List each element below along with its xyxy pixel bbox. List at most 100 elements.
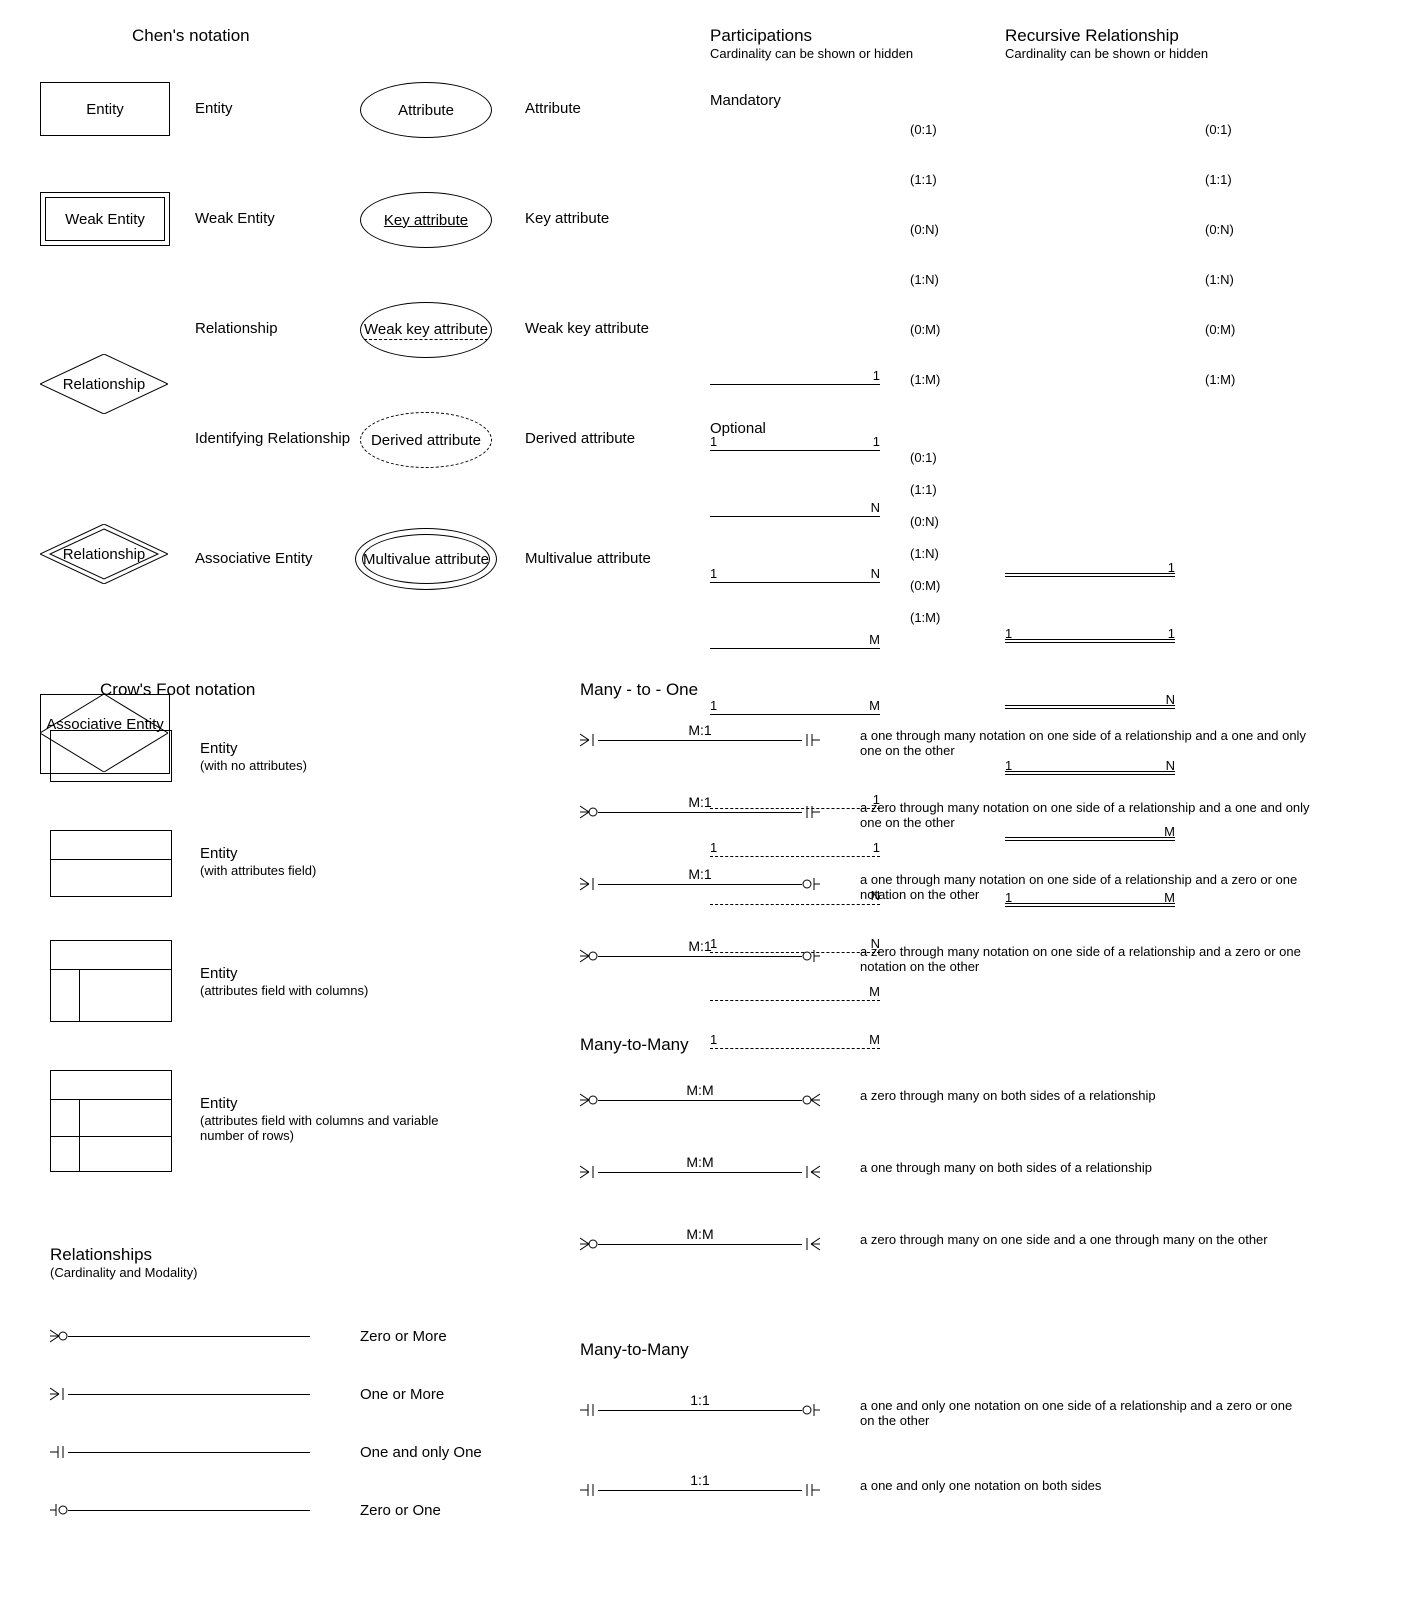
modality-label: Zero or More [360, 1328, 510, 1345]
chen-key-attribute-shape: Key attribute [360, 192, 492, 248]
m1-row: M:1 [580, 946, 820, 966]
cf-entity-2-sub: (with attributes field) [200, 863, 316, 878]
chen-title: Chen's notation [132, 26, 250, 46]
connector-line: M:M [580, 1162, 820, 1182]
cf-entity-4-shape [50, 1070, 172, 1172]
mandatory-right: 1 [873, 434, 880, 449]
connector-label: M:M [580, 1226, 820, 1242]
chen-entity-shape: Entity [40, 82, 170, 136]
mandatory-left: 1 [710, 566, 717, 581]
mandatory-right: M [869, 698, 880, 713]
connector-line: 1:1 [580, 1480, 820, 1500]
connector-line: M:1 [580, 874, 820, 894]
chen-relationship-shape-label: Relationship [40, 376, 168, 393]
m1-row: M:1 [580, 730, 820, 750]
connector-label: M:1 [580, 866, 820, 882]
mandatory-right: M [869, 632, 880, 647]
optional-card: (1:N) [910, 546, 939, 561]
cf-entity-1-title: Entity [200, 740, 238, 757]
optional-line: 1 M [710, 1034, 880, 1050]
mandatory-right: N [871, 500, 880, 515]
crows-title: Crow's Foot notation [100, 680, 255, 700]
recursive-subtitle: Cardinality can be shown or hidden [1005, 46, 1208, 61]
modality-line [50, 1384, 310, 1404]
mandatory-right: 1 [873, 368, 880, 383]
recursive-left: 1 [1005, 626, 1012, 641]
connector-label: M:M [580, 1154, 820, 1170]
cf-entity-3-shape [50, 940, 172, 1022]
m1-desc: a one through many notation on one side … [860, 728, 1310, 758]
optional-left: 1 [710, 840, 717, 855]
optional-line: M [710, 986, 880, 1002]
chen-id-relationship-label: Identifying Relationship [195, 430, 350, 447]
chen-multivalue-attribute-label: Multivalue attribute [525, 550, 651, 567]
participations-title: Participations [710, 26, 812, 46]
connector-line: M:M [580, 1090, 820, 1110]
connector-label: M:1 [580, 722, 820, 738]
connector-line: M:1 [580, 802, 820, 822]
recursive-left: 1 [1005, 758, 1012, 773]
optional-card: (1:1) [910, 482, 937, 497]
connector-line: M:M [580, 1234, 820, 1254]
connector-label: M:1 [580, 794, 820, 810]
recursive-card: (0:N) [1205, 222, 1234, 237]
recursive-title: Recursive Relationship [1005, 26, 1179, 46]
cf-entity-4-sub: (attributes field with columns and varia… [200, 1113, 440, 1143]
mandatory-card: (1:M) [910, 372, 940, 387]
cf-entity-1-sub: (with no attributes) [200, 758, 307, 773]
optional-right: M [869, 1032, 880, 1047]
mandatory-card: (1:N) [910, 272, 939, 287]
optional-right: 1 [873, 840, 880, 855]
recursive-line: 1 1 [1005, 628, 1175, 644]
recursive-right: 1 [1168, 560, 1175, 575]
mandatory-line: 1 N [710, 568, 880, 584]
optional-card: (0:1) [910, 450, 937, 465]
connector-line: M:1 [580, 946, 820, 966]
chen-relationship-label: Relationship [195, 320, 278, 337]
chen-attribute-shape: Attribute [360, 82, 492, 138]
chen-attribute-label: Attribute [525, 100, 581, 117]
recursive-card: (1:M) [1205, 372, 1235, 387]
mandatory-line: 1 1 [710, 436, 880, 452]
chen-derived-attribute-shape-label: Derived attribute [371, 432, 481, 449]
cf-entity-2-title: Entity [200, 845, 238, 862]
mandatory-card: (1:1) [910, 172, 937, 187]
m1-row: M:1 [580, 874, 820, 894]
m1-desc: a zero through many notation on one side… [860, 944, 1310, 974]
optional-card: (1:M) [910, 610, 940, 625]
zero-or-one-icon [50, 1500, 70, 1520]
connector-line: M:1 [580, 730, 820, 750]
chen-attribute-shape-label: Attribute [398, 102, 454, 119]
cf-entity-3-title: Entity [200, 965, 238, 982]
mandatory-line: 1 M [710, 700, 880, 716]
modality-line [50, 1500, 310, 1520]
recursive-card: (1:N) [1205, 272, 1234, 287]
cf-entity-1-shape [50, 730, 172, 782]
chen-relationship-shape: Relationship [40, 354, 168, 414]
cf-entity-2-shape [50, 830, 172, 897]
optional-line: 1 1 [710, 842, 880, 858]
mm-row: M:M [580, 1090, 820, 1110]
modality-line [50, 1442, 310, 1462]
chen-entity-shape-label: Entity [86, 101, 124, 118]
participations-subtitle: Cardinality can be shown or hidden [710, 46, 913, 61]
connector-label: 1:1 [580, 1472, 820, 1488]
chen-weak-key-attribute-label: Weak key attribute [525, 320, 649, 337]
mandatory-card: (0:M) [910, 322, 940, 337]
connector-label: M:M [580, 1082, 820, 1098]
mm-row: M:M [580, 1234, 820, 1254]
oo-row: 1:1 [580, 1480, 820, 1500]
modality-label: One and only One [360, 1444, 510, 1461]
chen-id-relationship-shape: Relationship [40, 524, 168, 584]
connector-label: 1:1 [580, 1392, 820, 1408]
mm-desc: a zero through many on one side and a on… [860, 1232, 1310, 1247]
mandatory-line: 1 [710, 370, 880, 386]
connector-line: 1:1 [580, 1400, 820, 1420]
m1-title: Many - to - One [580, 680, 698, 700]
recursive-line: 1 N [1005, 760, 1175, 776]
mandatory-left: 1 [710, 698, 717, 713]
mandatory-line: N [710, 502, 880, 518]
chen-multivalue-attribute-shape-label: Multivalue attribute [363, 551, 489, 568]
m1-desc: a one through many notation on one side … [860, 872, 1310, 902]
m1-desc: a zero through many notation on one side… [860, 800, 1310, 830]
